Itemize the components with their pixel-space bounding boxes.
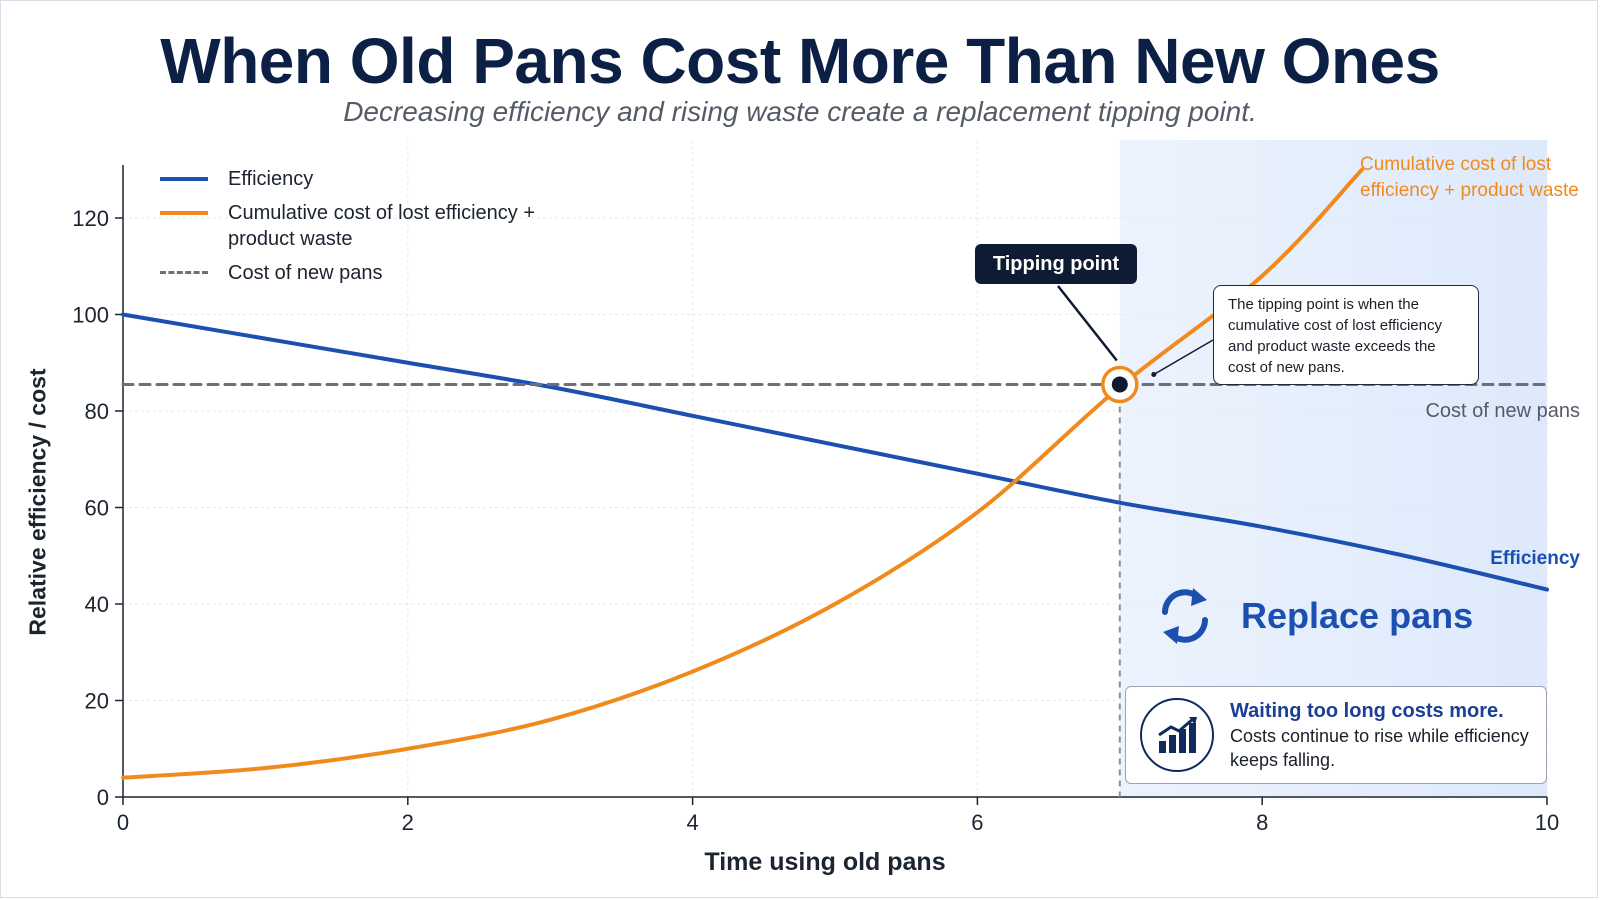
y-tick-label: 20 (85, 689, 109, 714)
x-tick-label: 2 (402, 810, 414, 835)
efficiency-series-label: Efficiency (1490, 548, 1580, 569)
tipping-point-note: The tipping point is when the cumulative… (1213, 285, 1479, 385)
series-line-cost (121, 167, 1364, 780)
series (121, 167, 1549, 780)
y-tick-label: 40 (85, 592, 109, 617)
cost-series-label: Cumulative cost of lost efficiency + pro… (1360, 154, 1579, 201)
legend-swatch-efficiency (160, 166, 208, 192)
note-pointer-dot (1151, 371, 1157, 377)
y-tick-label: 100 (72, 303, 109, 328)
y-axis-title: Relative efficiency / cost (24, 368, 51, 636)
legend-item-cost: Cumulative cost of lost efficiency + pro… (160, 200, 580, 252)
y-tick-label: 0 (97, 785, 109, 810)
replace-pans-marker: Replace pans (1153, 582, 1473, 650)
legend-swatch-new-pans (160, 260, 208, 286)
refresh-cycle-icon (1162, 588, 1208, 644)
tipping-point-label: Tipping point (975, 244, 1137, 284)
y-tick-label: 120 (72, 206, 109, 231)
legend-swatch-cost (160, 200, 208, 226)
x-axis-title: Time using old pans (704, 848, 946, 876)
axes (115, 165, 1548, 805)
tick-labels: 0 20 40 60 80 100 120 0 2 4 6 8 10 (72, 206, 1559, 835)
marks (1057, 285, 1214, 797)
x-tick-label: 8 (1256, 810, 1268, 835)
y-tick-label: 60 (85, 496, 109, 521)
legend-item-new-pans: Cost of new pans (160, 260, 580, 286)
new-pans-label: Cost of new pans (1425, 400, 1580, 422)
tipping-point-pointer (1057, 285, 1118, 362)
x-tick-label: 10 (1535, 810, 1559, 835)
legend-label: Cost of new pans (228, 262, 383, 284)
callout-heading: Waiting too long costs more. (1230, 700, 1504, 722)
x-tick-label: 6 (971, 810, 983, 835)
series-line-efficiency (121, 312, 1549, 592)
chart-subtitle: Decreasing efficiency and rising waste c… (343, 96, 1257, 127)
chart-title: When Old Pans Cost More Than New Ones (160, 25, 1440, 97)
legend-label: Efficiency (228, 168, 314, 190)
y-tick-label: 80 (85, 399, 109, 424)
x-tick-label: 0 (117, 810, 129, 835)
waiting-callout: Waiting too long costs more. Costs conti… (1125, 686, 1547, 784)
note-pointer (1153, 339, 1214, 376)
legend: Efficiency Cumulative cost of lost effic… (160, 166, 580, 294)
replace-pans-text: Replace pans (1241, 595, 1474, 636)
x-tick-label: 4 (686, 810, 698, 835)
tipping-point-dot (1111, 376, 1128, 393)
legend-label: Cumulative cost of lost efficiency + pro… (228, 202, 535, 250)
callout-body: Waiting too long costs more. Costs conti… (1230, 698, 1532, 772)
legend-item-efficiency: Efficiency (160, 166, 580, 192)
callout-text: Costs continue to rise while efficiency … (1230, 726, 1529, 770)
rising-bar-chart-icon (1140, 698, 1214, 772)
